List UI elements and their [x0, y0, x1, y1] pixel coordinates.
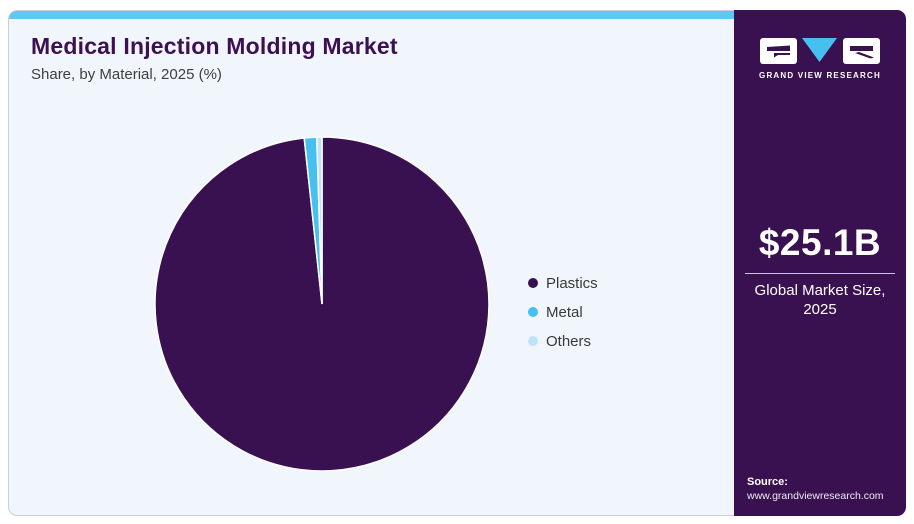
page-title: Medical Injection Molding Market: [31, 33, 398, 59]
legend-label: Plastics: [546, 274, 598, 292]
chart-legend: Plastics Metal Others: [528, 273, 598, 360]
pie-chart: [154, 136, 490, 472]
legend-label: Metal: [546, 303, 583, 321]
legend-label: Others: [546, 332, 592, 350]
source-url: www.grandviewresearch.com: [747, 490, 884, 502]
legend-item-metal: Metal: [528, 302, 598, 322]
legend-item-plastics: Plastics: [528, 273, 598, 293]
legend-dot-metal: [528, 307, 538, 317]
brand-sidebar: GRAND VIEW RESEARCH $25.1B Global Market…: [734, 10, 906, 516]
legend-dot-others: [528, 336, 538, 346]
legend-dot-plastics: [528, 278, 538, 288]
gvr-logo-marks: [760, 38, 880, 64]
gvr-logo: GRAND VIEW RESEARCH: [734, 38, 906, 80]
page-subtitle: Share, by Material, 2025 (%): [31, 66, 222, 83]
source-block: Source: www.grandviewresearch.com: [747, 476, 900, 502]
logo-v-triangle: [802, 38, 837, 62]
market-size-value: $25.1B: [758, 222, 882, 263]
market-size-block: $25.1B Global Market Size, 2025: [742, 222, 898, 320]
logo-g-glyph: [767, 45, 790, 51]
metric-divider: [745, 273, 895, 274]
source-label: Source:: [747, 476, 788, 488]
logo-r-glyph: [850, 46, 873, 51]
pie-slice-others: [315, 136, 323, 305]
logo-wordmark: GRAND VIEW RESEARCH: [759, 71, 881, 80]
accent-strip: [9, 11, 736, 19]
legend-item-others: Others: [528, 331, 598, 351]
market-size-label: Global Market Size, 2025: [754, 282, 886, 318]
chart-header: Medical Injection Molding Market Share, …: [31, 33, 398, 83]
